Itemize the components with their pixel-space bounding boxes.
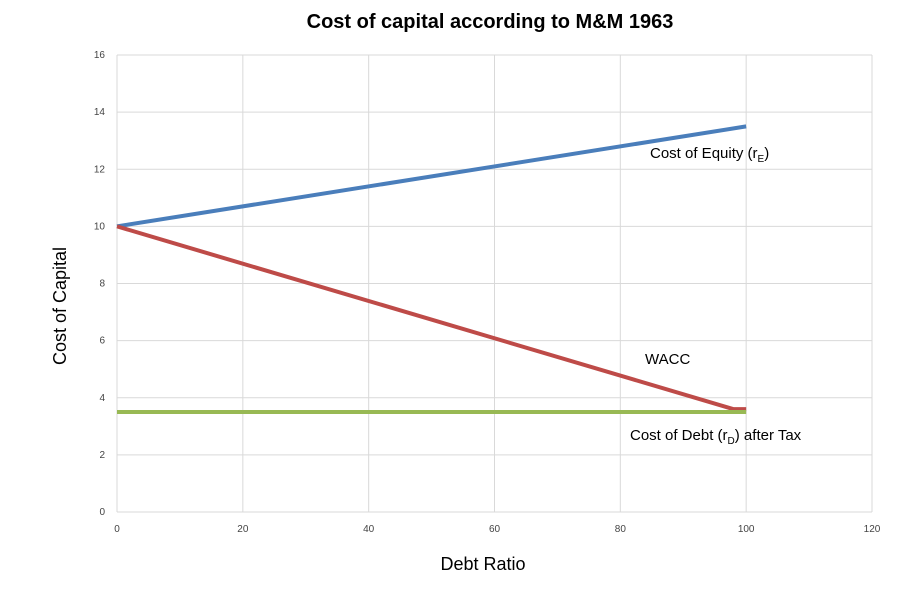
grid	[116, 54, 873, 513]
x-axis-title: Debt Ratio	[440, 554, 525, 574]
y-tick-label: 14	[94, 107, 106, 118]
wacc-line	[116, 224, 747, 412]
series-lines	[116, 124, 747, 415]
y-tick-label: 8	[99, 279, 105, 290]
debt-annotation: Cost of Debt (rD) after Tax	[630, 427, 802, 447]
y-axis-title: Cost of Capital	[50, 247, 70, 365]
x-tick-label: 60	[489, 524, 501, 535]
x-tick-label: 20	[237, 524, 249, 535]
chart-title: Cost of capital according to M&M 1963	[307, 11, 674, 33]
x-tick-label: 100	[738, 524, 755, 535]
equity-annotation: Cost of Equity (rE)	[650, 145, 769, 165]
y-tick-label: 4	[99, 393, 105, 404]
x-tick-label: 120	[864, 524, 881, 535]
x-tick-label: 80	[615, 524, 627, 535]
y-tick-label: 16	[94, 50, 106, 61]
x-tick-label: 40	[363, 524, 375, 535]
y-tick-label: 6	[99, 336, 105, 347]
y-tick-label: 0	[99, 507, 105, 518]
wacc-annotation: WACC	[645, 351, 690, 368]
equity-line	[116, 124, 747, 229]
x-tick-label: 0	[114, 524, 120, 535]
tick-labels: 0 20 40 60 80 100 120 0 2 4 6 8 10 12 14 16	[94, 50, 881, 535]
y-tick-label: 12	[94, 164, 106, 175]
y-tick-label: 2	[99, 450, 105, 461]
y-tick-label: 10	[94, 221, 106, 232]
